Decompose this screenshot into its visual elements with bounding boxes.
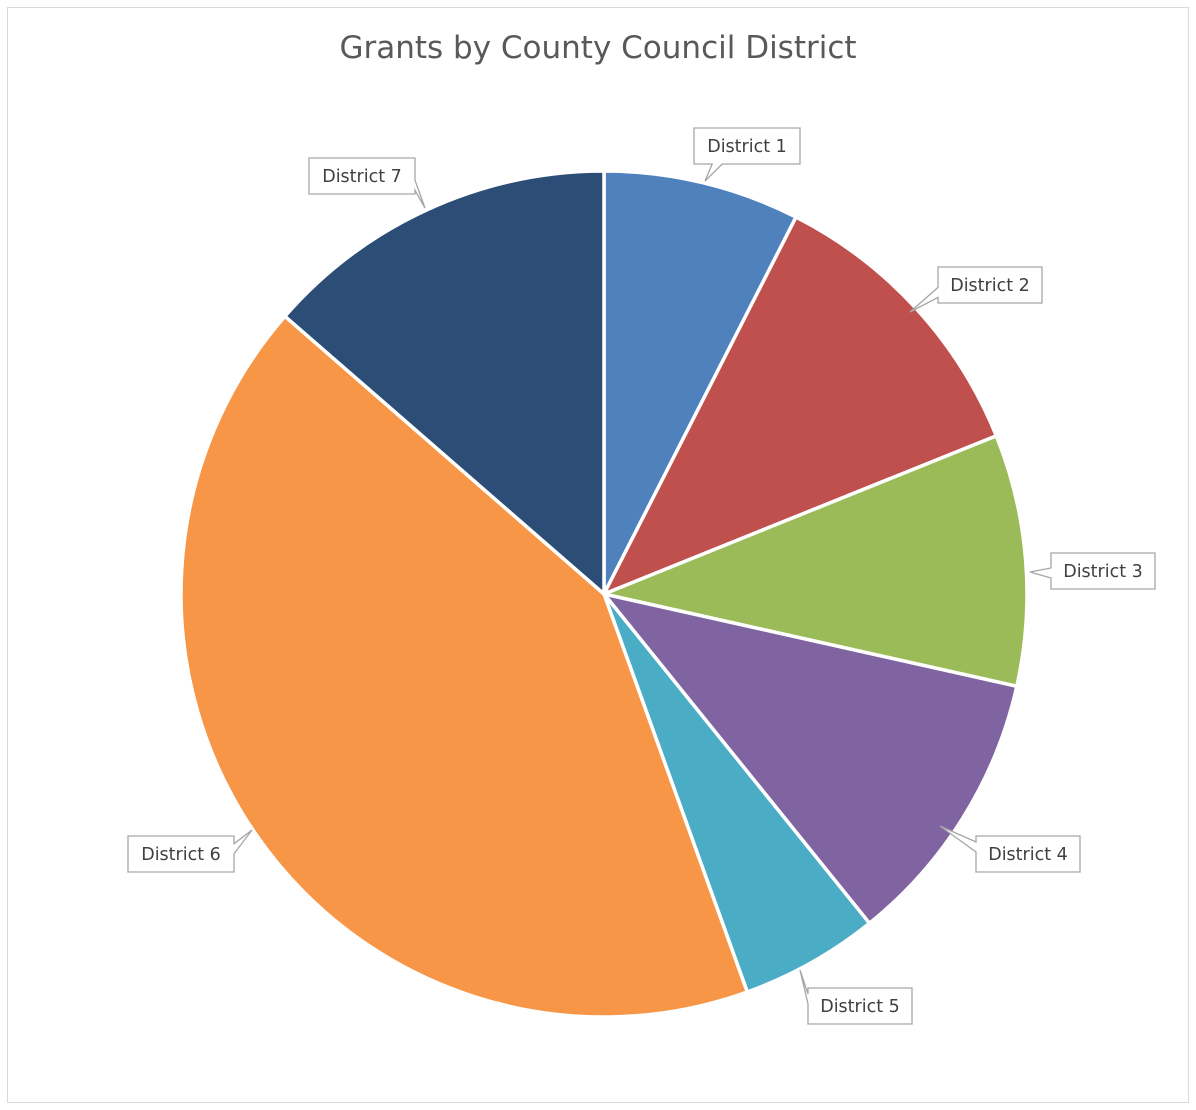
pie-slice-4 [602,592,1019,926]
pie-slices [179,169,1029,1019]
pie-slice-3 [602,434,1029,689]
data-label: District 6 [141,845,221,865]
data-label: District 3 [1063,562,1143,582]
callout-district-6: District 6 [127,829,253,873]
callout-box [693,127,801,182]
pie-callouts: District 1 District 2 District 3 District 4… [127,127,1156,1025]
callout-box [799,969,913,1025]
data-label: District 4 [988,845,1068,865]
callout-box [909,266,1043,313]
data-label: District 2 [950,276,1030,296]
data-label: District 1 [707,137,787,157]
callout-box [939,825,1081,873]
callout-district-3: District 3 [1029,552,1156,590]
pie-slice-1 [602,169,798,596]
callout-district-5: District 5 [799,969,913,1025]
callout-district-4: District 4 [939,825,1081,873]
callout-district-1: District 1 [693,127,801,182]
callout-box [308,157,426,209]
data-label: District 7 [322,167,402,187]
data-label: District 5 [820,997,900,1017]
pie-slice-7 [283,169,606,596]
callout-district-2: District 2 [909,266,1043,313]
callout-box [1029,552,1156,590]
pie-slice-6 [179,314,750,1019]
callout-district-7: District 7 [308,157,426,209]
callout-box [127,829,253,873]
pie-slice-5 [602,592,872,994]
chart-title: Grants by County Council District [339,30,857,66]
